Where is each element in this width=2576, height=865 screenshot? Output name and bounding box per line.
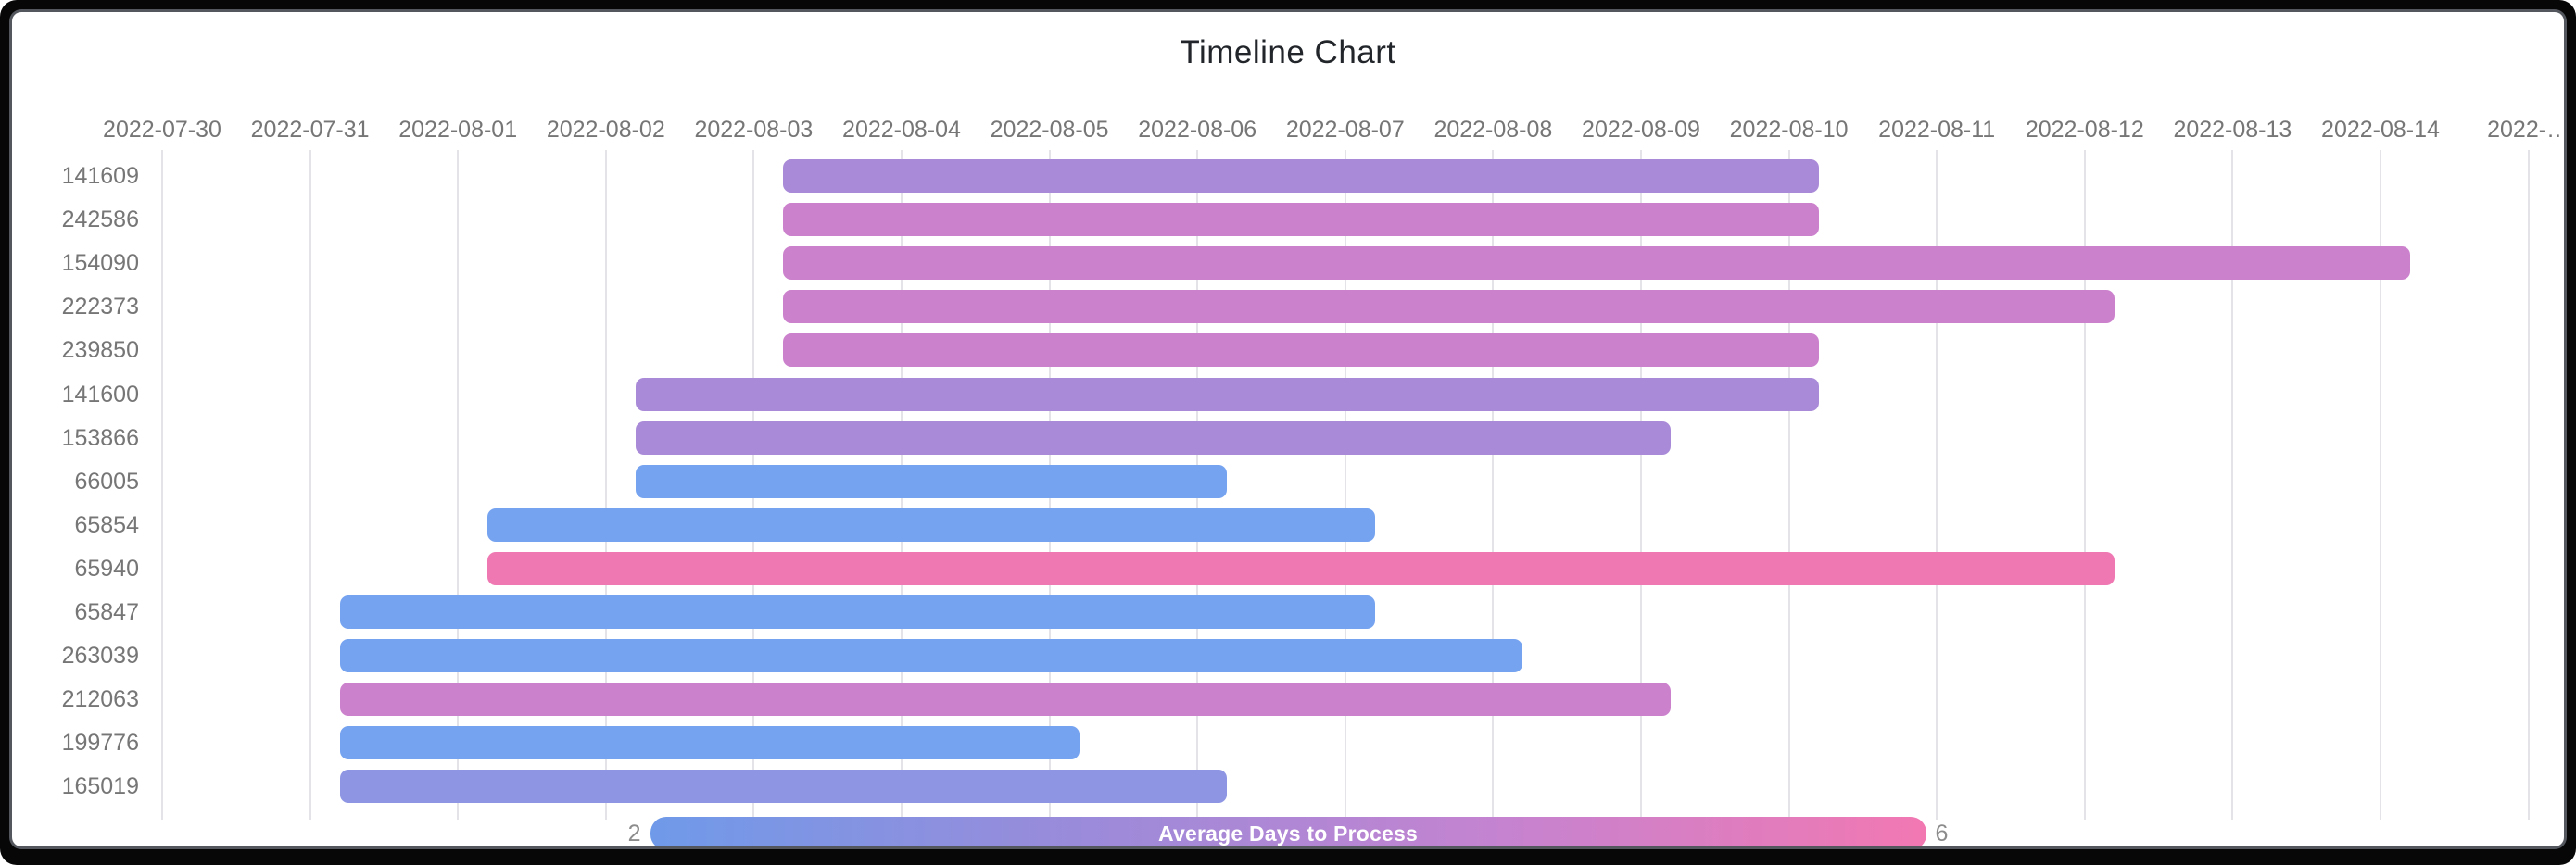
gridline (1492, 150, 1495, 820)
gridline (309, 150, 311, 820)
timeline-bar-153866[interactable] (635, 420, 1671, 455)
x-axis-tick-label: 2022-08-08 (1433, 117, 1553, 143)
x-axis-tick-label: 2022-08-10 (1729, 117, 1849, 143)
y-axis-category-label: 65940 (74, 555, 139, 582)
timeline-bar-65940[interactable] (487, 551, 2115, 585)
x-axis-tick-label: 2022-08-13 (2173, 117, 2292, 143)
y-axis-category-label: 239850 (61, 337, 139, 364)
x-axis-tick-label: 2022-08-03 (694, 117, 814, 143)
gridline (2231, 150, 2234, 820)
gridline (604, 150, 607, 820)
x-axis-tick-label: 2022-08-01 (398, 117, 518, 143)
x-axis-tick-label: 2022-08-12 (2025, 117, 2144, 143)
gridline (2083, 150, 2086, 820)
y-axis-category-label: 141609 (61, 163, 139, 189)
y-axis-category-label: 65847 (74, 599, 139, 625)
x-axis-tick-label: 2022-07-30 (103, 117, 221, 143)
timeline-bar-212063[interactable] (339, 683, 1671, 717)
x-axis-tick-label: 2022-08-11 (1878, 117, 1996, 143)
legend-average-days: 2 Average Days to Process 6 (12, 817, 2564, 846)
gridline (1640, 150, 1642, 820)
x-axis-tick-label: 2022-08-02 (546, 117, 665, 143)
timeline-bar-65854[interactable] (487, 508, 1375, 542)
y-axis-category-label: 153866 (61, 424, 139, 451)
x-axis-tick-label: 2022-08-06 (1138, 117, 1257, 143)
timeline-bar-199776[interactable] (339, 726, 1080, 760)
y-axis-category-label: 154090 (61, 250, 139, 277)
x-axis-tick-label: 2022-… (2487, 117, 2564, 143)
gridline (161, 150, 163, 820)
x-axis-tick-label: 2022-07-31 (250, 117, 370, 143)
y-axis-category-label: 212063 (61, 686, 139, 713)
y-axis-category-label: 165019 (61, 773, 139, 800)
x-axis-tick-label: 2022-08-04 (842, 117, 961, 143)
y-axis-category-label: 65854 (74, 511, 139, 538)
timeline-bar-141609[interactable] (783, 159, 1819, 193)
legend-title: Average Days to Process (1158, 821, 1418, 846)
gridline (2527, 150, 2530, 820)
timeline-bar-263039[interactable] (339, 639, 1523, 673)
legend-min-label: 2 (627, 820, 641, 846)
timeline-bar-242586[interactable] (783, 203, 1819, 237)
legend-max-label: 6 (1935, 820, 1949, 846)
x-axis-tick-label: 2022-08-09 (1582, 117, 1700, 143)
timeline-bar-65847[interactable] (339, 595, 1375, 629)
gridline (1936, 150, 1938, 820)
y-axis-category-label: 242586 (61, 207, 139, 233)
x-axis-tick-label: 2022-08-14 (2321, 117, 2440, 143)
x-axis-tick-label: 2022-08-05 (990, 117, 1109, 143)
gridline (1344, 150, 1346, 820)
timeline-bar-239850[interactable] (783, 333, 1819, 368)
y-axis-category-label: 141600 (61, 381, 139, 407)
timeline-bar-66005[interactable] (635, 464, 1228, 498)
chart-title: Timeline Chart (1180, 34, 1396, 70)
timeline-bar-154090[interactable] (783, 246, 2410, 281)
timeline-bar-165019[interactable] (339, 770, 1228, 804)
y-axis-category-label: 222373 (61, 294, 139, 320)
chart-card: Timeline Chart 2022-07-30 2022-07-31 2022-… (12, 12, 2564, 846)
gridline (457, 150, 460, 820)
gridline (1787, 150, 1790, 820)
y-axis-category-label: 263039 (61, 643, 139, 670)
gridline (2380, 150, 2381, 820)
y-axis-category-label: 66005 (74, 468, 139, 495)
x-axis-tick-label: 2022-08-07 (1285, 117, 1405, 143)
y-axis-category-label: 199776 (61, 730, 139, 757)
timeline-bar-222373[interactable] (783, 290, 2115, 324)
timeline-bar-141600[interactable] (635, 377, 1819, 411)
legend-gradient-bar[interactable]: Average Days to Process (650, 817, 1926, 846)
